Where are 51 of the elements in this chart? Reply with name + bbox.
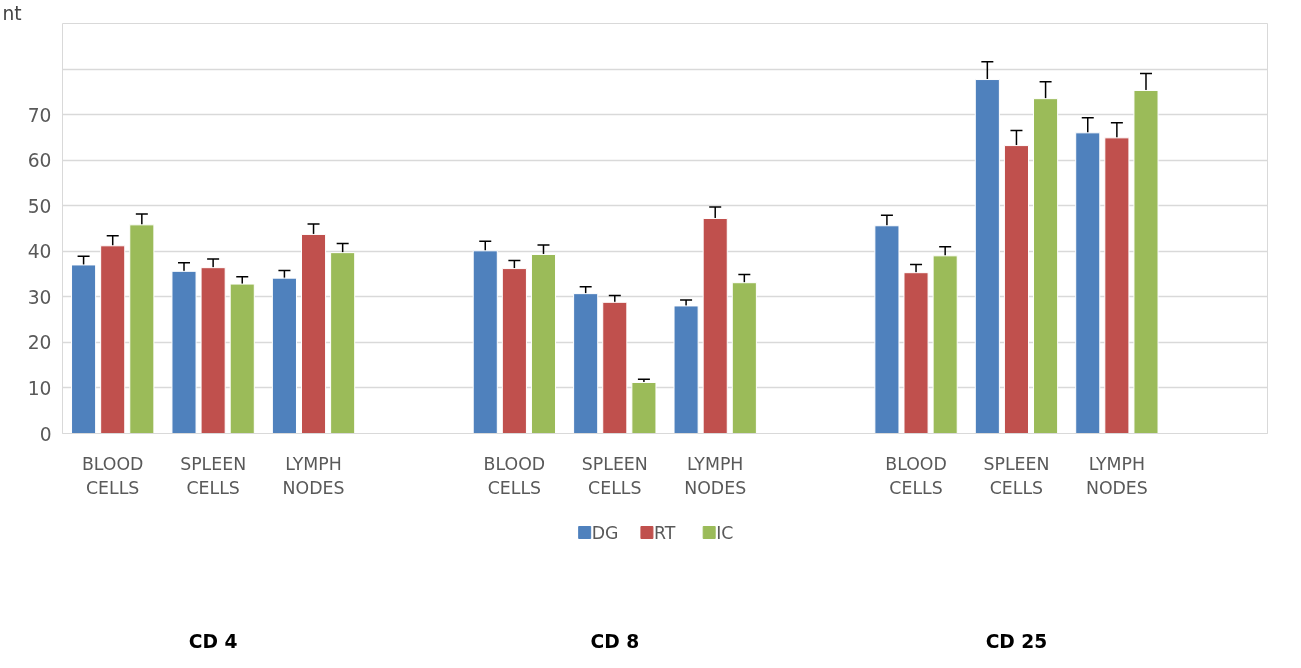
y-tick-label: 40 (27, 241, 52, 263)
y-tick-label: 60 (27, 150, 52, 172)
bar (1003, 145, 1030, 434)
bar (702, 217, 728, 434)
text: CD 4 (188, 630, 238, 652)
bar (631, 381, 657, 434)
bar (530, 253, 557, 434)
bar (874, 225, 900, 434)
legend-label: DG (591, 522, 619, 543)
bar (229, 283, 255, 434)
bar (200, 267, 226, 434)
bar (271, 277, 297, 434)
bar (602, 301, 628, 434)
y-tick-label: 20 (27, 332, 52, 354)
x-tick-label: BLOOD CELLS (885, 453, 947, 498)
bar (573, 293, 599, 434)
x-tick-label: SPLEEN CELLS (983, 453, 1050, 498)
y-tick-label: 0 (39, 423, 52, 445)
x-tick-label: BLOOD CELLS (81, 453, 144, 498)
bar (129, 224, 155, 434)
x-tick-label: LYMPH NODES (1085, 453, 1148, 498)
x-tick-label: LYMPH NODES (684, 453, 747, 498)
bar (71, 264, 97, 434)
bar (932, 255, 958, 434)
bar (171, 270, 197, 434)
bar (731, 282, 757, 434)
bar (300, 233, 327, 434)
x-tick-label: SPLEEN CELLS (180, 453, 247, 498)
bar (673, 305, 699, 434)
text: nt (2, 2, 22, 24)
bar (1133, 89, 1159, 434)
bar (903, 272, 929, 434)
legend-label: RT (653, 522, 676, 543)
bar (100, 245, 126, 434)
text: CD 25 (985, 630, 1048, 652)
x-tick-label: SPLEEN CELLS (581, 453, 648, 498)
y-tick-label: 50 (27, 195, 52, 217)
y-tick-label: 30 (27, 286, 52, 308)
bar (974, 79, 1000, 434)
bar (1075, 132, 1101, 434)
bar (330, 252, 356, 434)
bar (501, 268, 527, 434)
bar (472, 250, 498, 434)
y-tick-label: 70 (27, 104, 52, 126)
bar (1033, 98, 1059, 434)
x-tick-label: LYMPH NODES (282, 453, 345, 498)
legend-label: IC (716, 522, 734, 543)
bar (1104, 137, 1130, 434)
text: CD 8 (590, 630, 640, 652)
x-tick-label: BLOOD CELLS (483, 453, 546, 498)
y-tick-label: 10 (27, 377, 52, 399)
